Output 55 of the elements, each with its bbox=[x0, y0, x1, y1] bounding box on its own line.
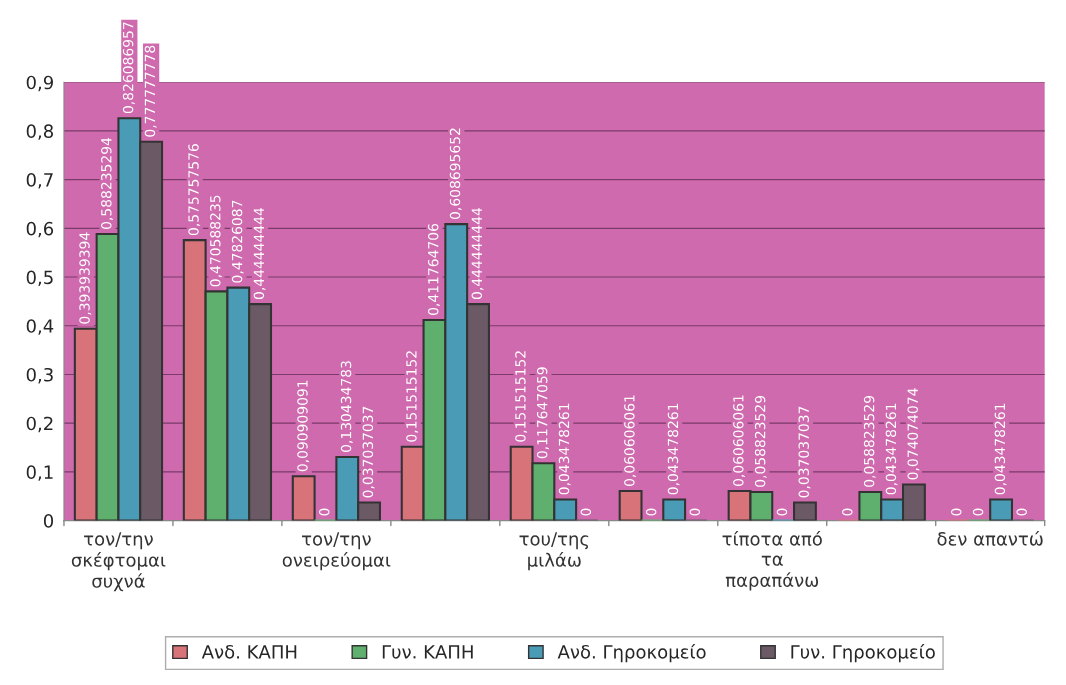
data-label: 0,575757576 bbox=[188, 144, 201, 236]
data-label: 0 bbox=[689, 508, 701, 516]
y-tick-label: 0,3 bbox=[26, 367, 53, 384]
data-label: 0,151515152 bbox=[515, 351, 528, 442]
data-label: 0 bbox=[1016, 508, 1027, 516]
data-label: 0 bbox=[645, 508, 657, 516]
data-label: 0 bbox=[319, 508, 330, 516]
data-label: 0 bbox=[842, 508, 853, 516]
x-tick-label: τον/την ονειρεύομαι bbox=[282, 532, 391, 571]
y-tick-label: 0,8 bbox=[26, 124, 53, 140]
legend-label: Ανδ. Γηροκομείο bbox=[557, 643, 706, 663]
y-tick-label: 0,7 bbox=[26, 173, 53, 189]
data-label: 0,043478261 bbox=[885, 403, 898, 495]
legend-label: Ανδ. ΚΑΠΗ bbox=[201, 645, 297, 659]
data-label: 0,037037037 bbox=[362, 406, 375, 498]
data-label: 0,151515152 bbox=[406, 351, 419, 442]
data-label: 0,043478261 bbox=[994, 403, 1007, 495]
data-label: 0 bbox=[776, 508, 788, 516]
data-label: 0 bbox=[951, 508, 962, 516]
data-label: 0,117647059 bbox=[536, 367, 549, 459]
y-tick-label: 0,1 bbox=[26, 465, 53, 481]
data-label: 0,411764706 bbox=[427, 223, 440, 315]
y-tick-label: 0,4 bbox=[26, 319, 54, 335]
y-tick-label: 0,2 bbox=[26, 416, 53, 433]
data-label: 0,444444444 bbox=[471, 207, 484, 300]
data-label: 0,470588235 bbox=[210, 195, 222, 287]
data-label: 0,588235294 bbox=[101, 137, 113, 229]
legend-label: Γυν. ΚΑΠΗ bbox=[382, 645, 473, 659]
data-label: 0,826086957 bbox=[122, 22, 135, 114]
data-label: 0,393939394 bbox=[79, 232, 92, 324]
data-label: 0,47826087 bbox=[231, 200, 244, 283]
data-label: 0,130434783 bbox=[340, 361, 353, 452]
data-label: 0,037037037 bbox=[798, 406, 811, 498]
data-label: 0,060606061 bbox=[733, 395, 746, 486]
y-tick-label: 0,9 bbox=[26, 75, 53, 92]
x-tick-label: τίποτα από τα παραπάνω bbox=[722, 530, 822, 591]
data-label: 0 bbox=[580, 508, 592, 516]
y-tick-label: 0,6 bbox=[26, 221, 54, 238]
x-tick-label: δεν απαντώ bbox=[937, 530, 1043, 546]
y-tick-label: 0 bbox=[43, 514, 54, 528]
data-label: 0,043478261 bbox=[667, 403, 680, 495]
legend-label: Γυν. Γηροκομείο bbox=[791, 643, 935, 663]
data-label: 0,777777778 bbox=[144, 45, 157, 137]
x-tick-label: τον/την σκέφτομαι συχνά bbox=[71, 532, 166, 592]
y-tick-label: 0,5 bbox=[26, 270, 53, 286]
data-label: 0,608695652 bbox=[449, 128, 462, 220]
data-label: 0,043478261 bbox=[558, 403, 571, 495]
data-label: 0,058823529 bbox=[754, 395, 767, 487]
data-label: 0,444444444 bbox=[253, 207, 266, 300]
data-label: 0,090909091 bbox=[297, 380, 310, 472]
data-label: 0,060606061 bbox=[624, 395, 637, 486]
data-label: 0,074074074 bbox=[907, 388, 920, 480]
x-tick-label: του/της μιλάω bbox=[519, 532, 589, 571]
data-label: 0,058823529 bbox=[863, 395, 876, 487]
data-label: 0 bbox=[972, 508, 984, 516]
